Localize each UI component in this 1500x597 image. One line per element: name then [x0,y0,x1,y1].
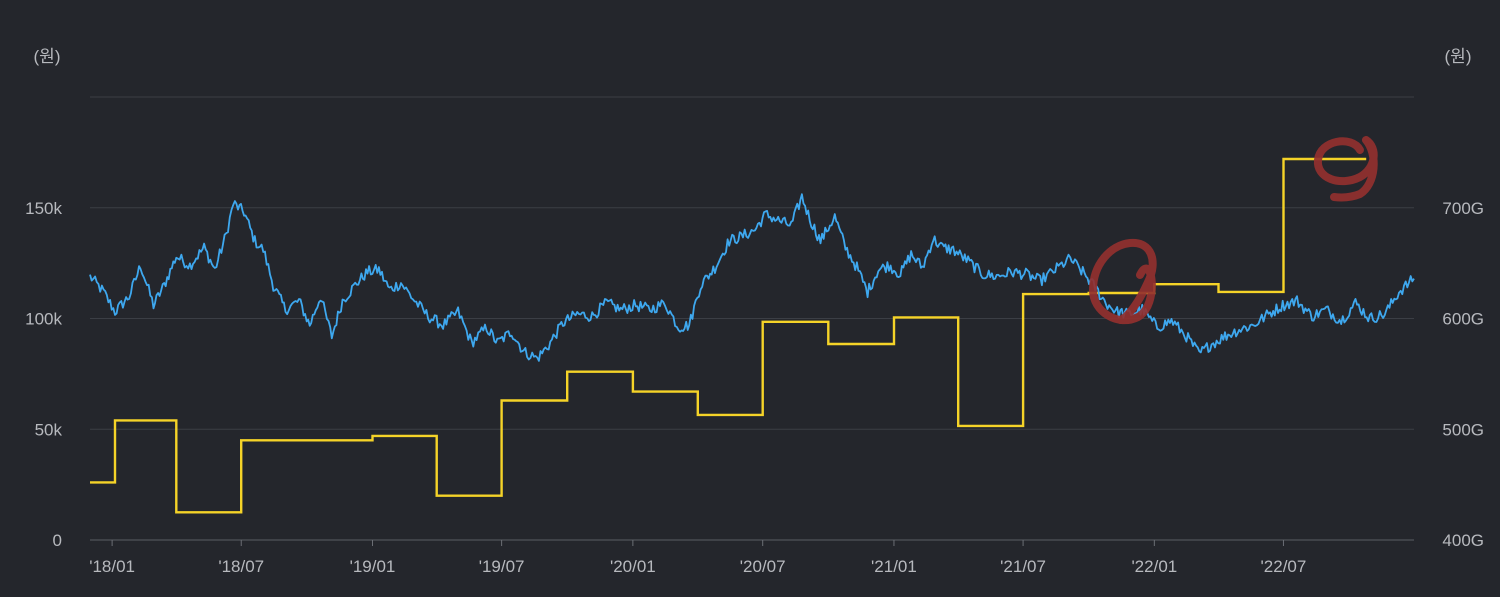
y-right-tick-label: 500G [1442,420,1484,439]
series-line-left [89,193,1415,362]
x-axis: '18/01 '18/07 '19/01 '19/07 '20/01 '20/07 '21/… [89,540,1306,576]
annotation-marks [1089,136,1378,325]
x-tick-label: '22/01 [1131,557,1177,576]
annotation-nine-mark [1313,136,1378,202]
y-right-tick-label: 700G [1442,199,1484,218]
y-axis-left-unit: (원) [34,47,61,66]
chart-grid [90,96,1414,541]
x-tick-label: '21/07 [1000,557,1046,576]
x-tick-label: '19/01 [350,557,396,576]
x-tick-label: '21/01 [871,557,917,576]
x-tick-label: '19/07 [479,557,525,576]
y-axis-right-unit: (원) [1445,47,1472,66]
x-tick-label: '18/07 [218,557,264,576]
annotation-circle-mark [1089,238,1157,325]
series-line-right [90,157,1367,514]
y-left-tick-label: 50k [35,420,63,439]
x-tick-label: '22/07 [1261,557,1307,576]
y-axis-left: (원) 0 50k 100k 150k [25,47,62,550]
x-tick-label: '20/07 [740,557,786,576]
x-tick-label: '20/01 [610,557,656,576]
plot-area [89,157,1415,514]
y-right-tick-label: 400G [1442,531,1484,550]
y-left-tick-label: 100k [25,310,62,329]
y-axis-right: (원) 400G 500G 600G 700G [1442,47,1484,550]
y-left-tick-label: 150k [25,199,62,218]
y-left-tick-label: 0 [53,531,62,550]
x-tick-label: '18/01 [89,557,135,576]
y-right-tick-label: 600G [1442,310,1484,329]
